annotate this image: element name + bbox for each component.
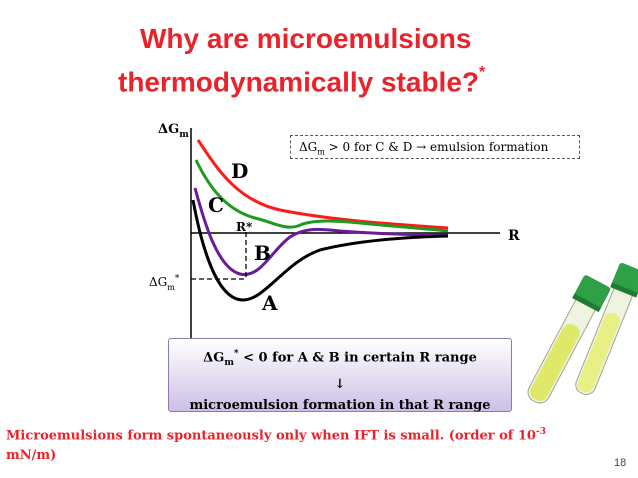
footer-exponent: -3 (535, 427, 546, 437)
result-line-3: microemulsion formation in that R range (189, 397, 491, 413)
result-box: ΔGm* < 0 for A & B in certain R range ↓ … (168, 338, 512, 413)
emulsion-annotation: ΔGm > 0 for C & D → emulsion formation (290, 135, 580, 159)
footer-note: Microemulsions form spontaneously only w… (6, 427, 546, 464)
min-energy-marker: * (175, 274, 180, 284)
y-axis-label: ΔGm (158, 122, 189, 140)
right-arrow-icon: → (412, 140, 431, 154)
curve-C (194, 159, 449, 233)
title-line-1: Why are microemulsions (140, 23, 472, 54)
curve-label-C: C (208, 193, 224, 217)
title-marker: * (479, 64, 486, 81)
curve-label-A: A (261, 291, 278, 315)
result-line-1: ΔGm* < 0 for A & B in certain R range (203, 349, 477, 368)
y-axis-subscript: m (179, 130, 189, 140)
annotation-subscript: m (317, 147, 325, 157)
min-energy-label: ΔGm* (149, 274, 180, 292)
down-arrow-icon: ↓ (334, 376, 346, 392)
footer-unit: mN/m) (6, 448, 57, 464)
curve-A (191, 199, 449, 302)
result-subscript: m (224, 357, 234, 368)
min-energy-subscript: m (167, 283, 175, 292)
test-tubes-image (527, 262, 638, 404)
curve-label-D: D (231, 159, 248, 183)
page-number: 18 (614, 457, 627, 469)
curve-label-B: B (254, 241, 271, 265)
title-line-2-text: thermodynamically stable? (118, 66, 480, 98)
r-star-label: R* (236, 220, 253, 234)
curve-D (196, 139, 449, 230)
curve-B (193, 187, 449, 276)
result-marker: * (233, 349, 239, 359)
title-line-2: thermodynamically stable?* (118, 60, 485, 99)
x-axis-label: R (508, 228, 520, 244)
